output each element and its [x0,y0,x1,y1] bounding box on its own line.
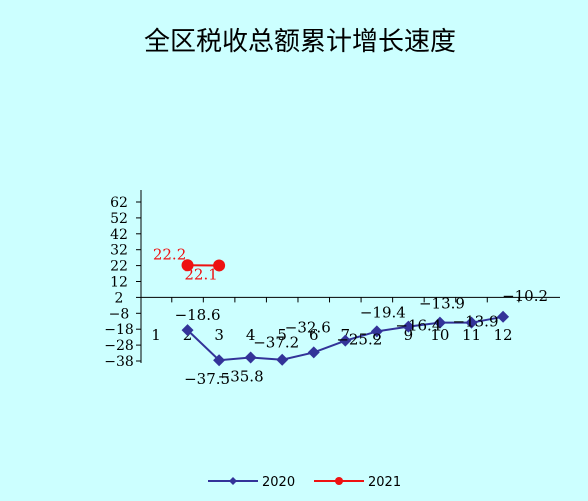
point-marker-2020 [244,351,257,364]
point-marker-2020 [307,346,320,359]
data-label-2020: −13.9 [453,313,499,331]
legend-label-2021: 2021 [368,475,401,490]
data-label-2020: −10.2 [502,287,548,305]
x-tick-label: 12 [494,326,513,344]
y-tick-label: 22 [110,259,128,275]
data-label-2021: 22.2 [153,245,186,263]
x-tick-label: 1 [151,326,161,344]
chart-title: 全区税收总额累计增长速度 [144,27,456,57]
point-marker-2021 [213,259,226,272]
legend-label-2020: 2020 [262,475,295,490]
point-marker-2020 [370,325,383,338]
point-marker-2020 [465,316,478,329]
y-tick-label: 42 [110,227,128,243]
x-tick-label: 9 [404,326,414,344]
data-label-2020: −16.4 [395,317,441,335]
data-labels: −18.6 −37.5−35.8 −37.2−32.6 −25.2 −19.4−16.4… [153,245,548,388]
data-label-2020: −32.6 [285,318,331,336]
legend-marker-2021 [335,477,343,485]
legend: 2020 2021 [208,475,401,490]
data-label-2020: −25.2 [336,331,382,349]
point-marker-2020 [402,320,415,333]
x-tick-label: 6 [309,326,319,344]
point-marker-2020 [181,324,194,337]
x-tick-label: 3 [214,326,224,344]
legend-marker-2020 [229,477,237,485]
x-tick-label: 4 [246,326,256,344]
x-tick-label: 10 [430,326,449,344]
y-tick-label: −38 [104,354,134,370]
data-label-2020: −37.5 [184,370,230,388]
y-tick-label: −28 [104,338,134,354]
point-marker-2021 [181,259,194,272]
data-label-2020: −37.2 [253,334,299,352]
data-label-2020: −35.8 [218,368,264,386]
y-tick-label: 12 [110,275,128,291]
y-tick-label: 52 [110,211,128,227]
x-tick-label: 11 [462,326,481,344]
data-label-2021: 22.1 [184,265,217,283]
y-tick-label: 62 [110,195,128,211]
data-label-2020: −19.4 [360,303,406,321]
point-marker-2020 [497,310,510,323]
point-marker-2020 [213,354,226,367]
data-label-2020: −13.9 [419,295,465,313]
point-marker-2020 [276,353,289,366]
point-marker-2020 [339,334,352,347]
y-tick-label: −8 [109,306,130,322]
x-tick-label: 5 [277,326,287,344]
point-marker-2020 [433,316,446,329]
y-tick-label: 32 [110,243,128,259]
data-label-2020: −18.6 [175,306,221,324]
series-layer [181,259,510,367]
y-tick-label: −18 [104,322,134,338]
y-tick-label: 2 [115,290,124,306]
